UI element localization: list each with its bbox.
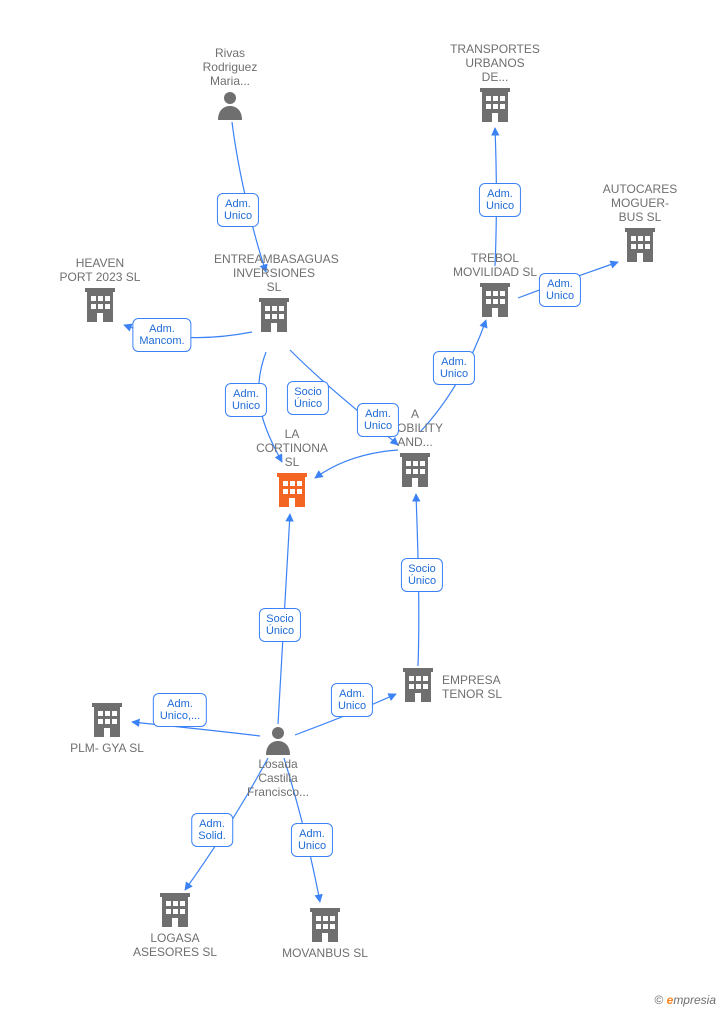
node-entreambas[interactable]: ENTREAMBASAGUASINVERSIONESSL	[214, 252, 334, 334]
edge-label: Adm. Unico,...	[153, 693, 207, 727]
edge-label: Adm. Mancom.	[132, 318, 191, 352]
node-label: TREBOLMOVILIDAD SL	[435, 251, 555, 279]
node-label: HEAVENPORT 2023 SL	[40, 256, 160, 284]
node-label: LACORTINONASL	[232, 427, 352, 469]
edge-label: Adm. Unico	[479, 183, 521, 217]
node-label: AUTOCARESMOGUER-BUS SL	[580, 182, 700, 224]
node-label: ENTREAMBASAGUASINVERSIONESSL	[214, 252, 334, 294]
node-label: LosadaCastillaFrancisco...	[218, 757, 338, 799]
edge-label: Socio Único	[287, 381, 329, 415]
edge-label: Adm. Solid.	[191, 813, 233, 847]
node-rivas[interactable]: RivasRodriguezMaria...	[170, 46, 290, 120]
node-logasa[interactable]: LOGASAASESORES SL	[115, 891, 235, 959]
edge-label: Adm. Unico	[217, 193, 259, 227]
edges-layer	[0, 0, 728, 1015]
node-movanbus[interactable]: MOVANBUS SL	[265, 906, 385, 960]
node-plm[interactable]: PLM- GYA SL	[47, 701, 167, 755]
node-label: MOVANBUS SL	[265, 946, 385, 960]
edge-label: Socio Único	[401, 558, 443, 592]
edge-label: Adm. Unico	[331, 683, 373, 717]
node-autocares[interactable]: AUTOCARESMOGUER-BUS SL	[580, 182, 700, 264]
node-cortinona[interactable]: LACORTINONASL	[232, 427, 352, 509]
node-heaven[interactable]: HEAVENPORT 2023 SL	[40, 256, 160, 324]
node-label: TRANSPORTESURBANOSDE...	[435, 42, 555, 84]
edge-label: Adm. Unico	[291, 823, 333, 857]
edge-label: Adm. Unico	[539, 273, 581, 307]
edge-label: Adm. Unico	[225, 383, 267, 417]
diagram-canvas: RivasRodriguezMaria... TRANSPORTESURBANOS…	[0, 0, 728, 1015]
edge-label: Adm. Unico	[357, 403, 399, 437]
node-label: LOGASAASESORES SL	[115, 931, 235, 959]
node-transportes[interactable]: TRANSPORTESURBANOSDE...	[435, 42, 555, 124]
node-label: RivasRodriguezMaria...	[170, 46, 290, 88]
node-trebol[interactable]: TREBOLMOVILIDAD SL	[435, 251, 555, 319]
edge-label: Adm. Unico	[433, 351, 475, 385]
edge-label: Socio Único	[259, 608, 301, 642]
node-label: EMPRESA TENOR SL	[442, 673, 502, 701]
node-losada[interactable]: LosadaCastillaFrancisco...	[218, 725, 338, 799]
node-label: PLM- GYA SL	[47, 741, 167, 755]
watermark: © empresia	[654, 993, 716, 1007]
